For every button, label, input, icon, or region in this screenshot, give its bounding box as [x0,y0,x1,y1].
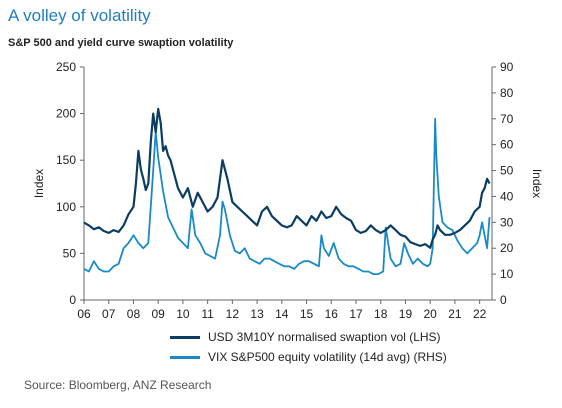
x-tick-label: 07 [102,307,116,321]
x-tick-label: 12 [226,307,240,321]
right-tick-label: 50 [500,164,514,178]
right-tick-label: 70 [500,112,514,126]
legend-swatch-vix [170,355,200,359]
right-axis-label: Index [530,169,544,198]
legend-swatch-swaption [170,335,200,339]
x-tick-label: 14 [275,307,289,321]
legend: USD 3M10Y normalised swaption vol (LHS) … [170,327,447,367]
x-tick-label: 16 [325,307,339,321]
x-tick-label: 21 [448,307,462,321]
x-tick-label: 08 [127,307,141,321]
left-tick-label: 200 [56,107,76,121]
x-tick-label: 09 [152,307,166,321]
chart-title: A volley of volatility [8,6,151,25]
x-tick-label: 11 [201,307,214,321]
right-tick-label: 40 [500,189,514,203]
x-tick-label: 15 [300,307,314,321]
left-tick-label: 150 [56,153,76,167]
right-tick-label: 0 [500,293,507,307]
x-tick-label: 19 [399,307,413,321]
left-tick-label: 250 [56,60,76,74]
x-tick-label: 06 [77,307,91,321]
x-tick-label: 13 [250,307,264,321]
series-line-swaption [83,107,491,249]
left-tick-label: 50 [63,246,77,260]
right-tick-label: 10 [500,267,514,281]
series-line-vix [83,117,491,276]
source-note: Source: Bloomberg, ANZ Research [24,378,212,392]
x-tick-label: 18 [374,307,388,321]
right-tick-label: 60 [500,138,514,152]
right-tick-label: 20 [500,241,514,255]
right-tick-label: 80 [500,86,514,100]
x-tick-label: 22 [473,307,487,321]
legend-label-swaption: USD 3M10Y normalised swaption vol (LHS) [208,330,441,344]
legend-item-vix: VIX S&P500 equity volatility (14d avg) (… [170,347,447,367]
x-tick-label: 17 [349,307,363,321]
x-tick-label: 20 [424,307,438,321]
chart-subtitle: S&P 500 and yield curve swaption volatil… [8,37,234,49]
x-tick-label: 10 [176,307,190,321]
left-axis-label: Index [32,169,46,198]
right-tick-label: 90 [500,60,514,74]
right-tick-label: 30 [500,215,514,229]
legend-item-swaption: USD 3M10Y normalised swaption vol (LHS) [170,327,447,347]
left-tick-label: 100 [56,200,76,214]
left-tick-label: 0 [69,293,76,307]
legend-label-vix: VIX S&P500 equity volatility (14d avg) (… [208,350,447,364]
